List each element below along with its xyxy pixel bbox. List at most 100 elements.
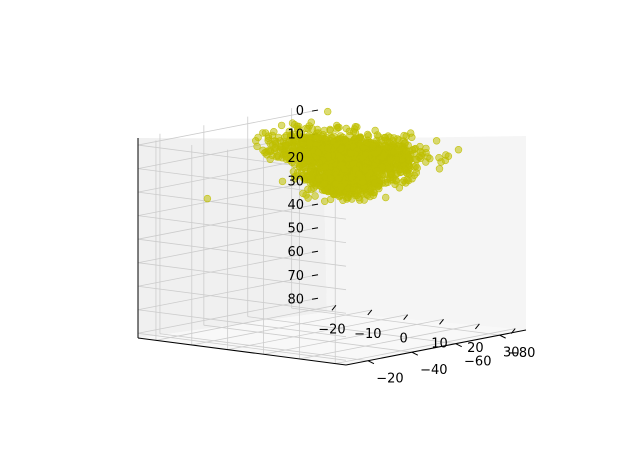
grid-line-y [291, 307, 500, 336]
data-point [380, 151, 388, 159]
data-point [361, 166, 369, 174]
x-tick-mark [403, 314, 409, 320]
grid-line-x [155, 304, 337, 341]
data-point [373, 167, 381, 175]
z-tick-mark [311, 203, 319, 206]
z-tick-label: 50 [287, 222, 304, 237]
data-point [305, 139, 314, 147]
data-point [384, 132, 392, 140]
data-point [340, 165, 349, 174]
data-point [326, 126, 334, 135]
data-point [337, 145, 345, 153]
data-point [362, 150, 370, 158]
data-point [390, 148, 398, 156]
data-point [302, 124, 310, 133]
z-tick-label: 40 [287, 198, 304, 213]
data-point [371, 126, 379, 135]
data-point [382, 193, 390, 202]
data-point [408, 146, 417, 154]
grid-line-z [137, 227, 319, 264]
data-point [263, 151, 271, 159]
data-point [297, 134, 306, 143]
grid-line-z [137, 262, 347, 291]
data-point [400, 131, 408, 140]
data-point [422, 158, 430, 166]
x-tick-label: 10 [431, 336, 448, 351]
grid-line-y [247, 316, 456, 345]
x-tick-label: 0 [400, 332, 408, 347]
data-point [324, 107, 332, 116]
data-point [295, 162, 304, 170]
data-point [289, 168, 298, 176]
z-tick-label: 70 [287, 269, 304, 284]
grid-line-x [335, 328, 516, 364]
grid-line-x [263, 318, 444, 355]
x-tick-label: −10 [354, 327, 381, 342]
data-point [442, 151, 450, 159]
data-point [324, 152, 333, 160]
data-point [378, 163, 386, 171]
grid-line-z [137, 285, 347, 314]
data-point [404, 153, 413, 161]
data-point [395, 184, 404, 192]
grid-line-z [137, 297, 319, 334]
z-tick-mark [311, 227, 319, 230]
z-tick-mark [311, 274, 319, 277]
data-point [327, 174, 335, 182]
data-point [343, 195, 351, 203]
grid-line-y [159, 333, 369, 362]
scatter-points [203, 107, 463, 206]
z-tick-label: 0 [296, 104, 304, 119]
x-tick-mark [474, 323, 480, 330]
data-point [278, 177, 287, 186]
z-tick-mark [311, 109, 319, 112]
z-tick-label: 30 [287, 175, 304, 190]
data-point [353, 123, 361, 131]
x-tick-mark [439, 318, 444, 325]
data-point [363, 130, 372, 139]
data-point [337, 183, 346, 191]
data-point [401, 139, 409, 147]
x-tick-label: 20 [467, 341, 484, 356]
data-point [321, 179, 329, 188]
y-tick-mark [455, 343, 462, 348]
data-point [435, 165, 444, 173]
data-point [337, 154, 345, 162]
data-point [369, 142, 377, 150]
y-tick-label: −80 [508, 346, 535, 361]
data-point [386, 156, 394, 165]
data-point [203, 194, 212, 203]
grid-line-z [137, 238, 347, 267]
x-tick-label: 30 [503, 346, 520, 361]
y-tick-label: −20 [376, 372, 403, 387]
data-point [321, 163, 330, 171]
grid-line-y [203, 324, 412, 353]
z-tick-label: 80 [287, 292, 304, 307]
x-tick-mark [331, 305, 337, 311]
data-point [408, 133, 416, 142]
data-point [313, 129, 321, 137]
data-point [264, 132, 273, 140]
data-point [389, 137, 397, 145]
data-point [370, 150, 379, 158]
x-tick-mark [367, 309, 373, 316]
grid-line-z [137, 203, 319, 240]
z-tick-label: 20 [287, 151, 304, 166]
data-point [321, 197, 329, 206]
grid-line-z [137, 180, 319, 217]
data-point [259, 129, 267, 137]
data-point [282, 155, 291, 164]
grid-line-x [227, 314, 408, 351]
x-tick-mark [510, 328, 516, 334]
grid-line-z [137, 332, 347, 361]
grid-line-z [137, 309, 347, 338]
z-tick-mark [311, 250, 319, 253]
data-point [281, 141, 290, 150]
grid-line-z [137, 109, 319, 146]
data-point [314, 148, 322, 157]
data-point [432, 137, 441, 145]
data-point [315, 174, 323, 183]
data-point [270, 128, 278, 136]
